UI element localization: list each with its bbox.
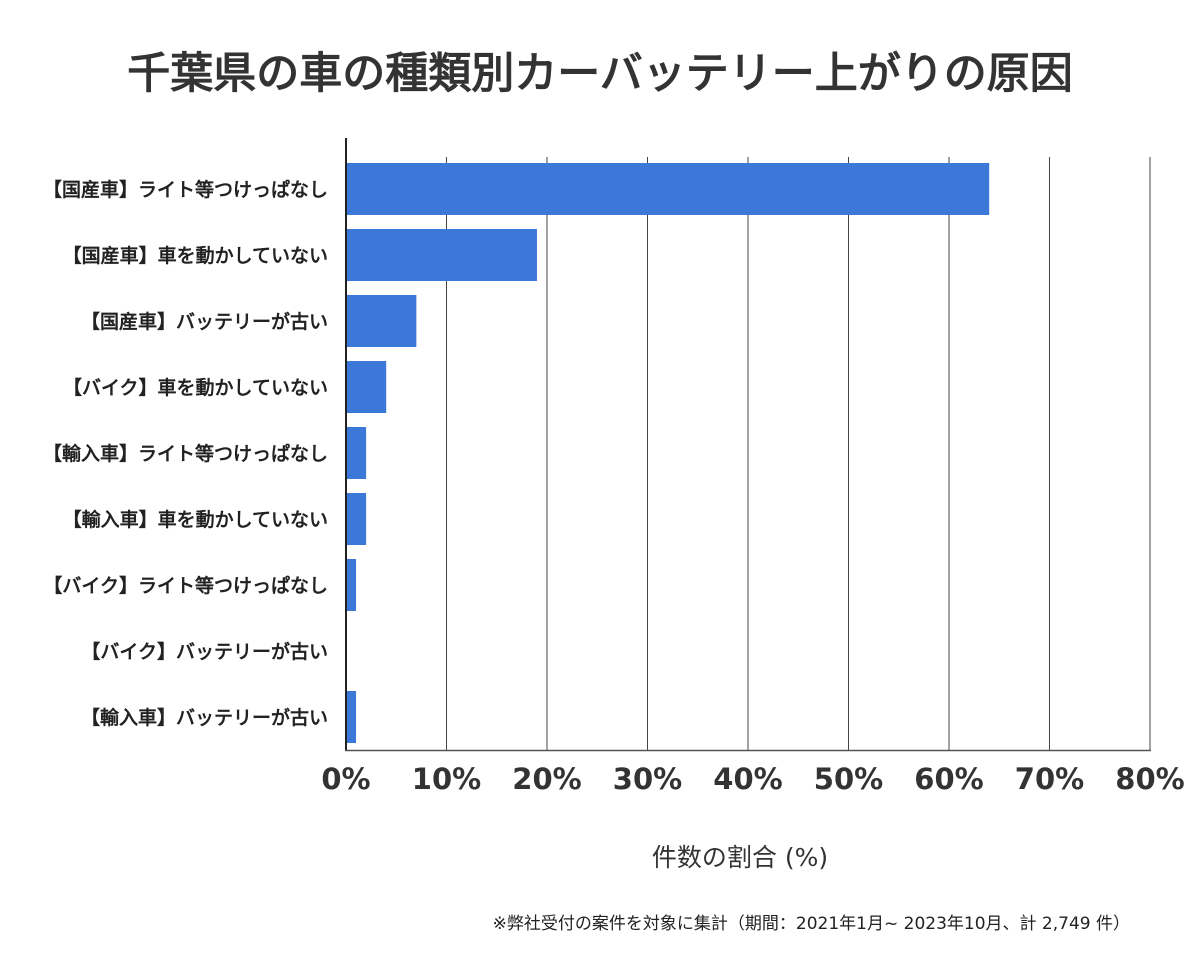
bar — [346, 493, 367, 545]
category-label: 【バイク】ライト等つけっぱなし — [43, 574, 328, 597]
category-label: 【国産車】ライト等つけっぱなし — [43, 178, 328, 201]
x-tick-label: 20% — [512, 762, 581, 796]
bar — [346, 691, 357, 743]
x-tick-label: 70% — [1015, 762, 1084, 796]
bar — [346, 295, 417, 347]
category-label: 【輸入車】ライト等つけっぱなし — [43, 442, 328, 465]
bar — [346, 361, 387, 413]
x-tick-label: 40% — [713, 762, 782, 796]
x-tick-label: 0% — [321, 762, 370, 796]
chart-title: 千葉県の車の種類別カーバッテリー上がりの原因 — [127, 49, 1073, 99]
x-tick-label: 80% — [1115, 762, 1184, 796]
category-label: 【バイク】バッテリーが古い — [81, 640, 328, 663]
x-tick-label: 60% — [914, 762, 983, 796]
category-labels: 【国産車】ライト等つけっぱなし【国産車】車を動かしていない【国産車】バッテリーが… — [43, 178, 328, 729]
bars — [346, 163, 990, 743]
bar — [346, 427, 367, 479]
bar — [346, 229, 537, 281]
x-tick-label: 30% — [613, 762, 682, 796]
category-label: 【国産車】車を動かしていない — [63, 244, 328, 267]
grid-lines — [446, 157, 1151, 750]
x-tick-label: 10% — [412, 762, 481, 796]
x-tick-labels: 0% 10% 20% 30% 40% 50% 60% 70% 80% — [321, 762, 1184, 796]
category-label: 【輸入車】バッテリーが古い — [81, 706, 328, 729]
bar — [346, 559, 357, 611]
x-tick-label: 50% — [814, 762, 883, 796]
x-axis-label: 件数の割合 (%) — [652, 843, 828, 872]
footnote: ※弊社受付の案件を対象に集計（期間：2021年1月~ 2023年10月、計 2,… — [493, 914, 1130, 934]
category-label: 【輸入車】車を動かしていない — [63, 508, 328, 531]
category-label: 【国産車】バッテリーが古い — [81, 310, 328, 333]
bar — [346, 163, 990, 215]
category-label: 【バイク】車を動かしていない — [63, 376, 328, 399]
